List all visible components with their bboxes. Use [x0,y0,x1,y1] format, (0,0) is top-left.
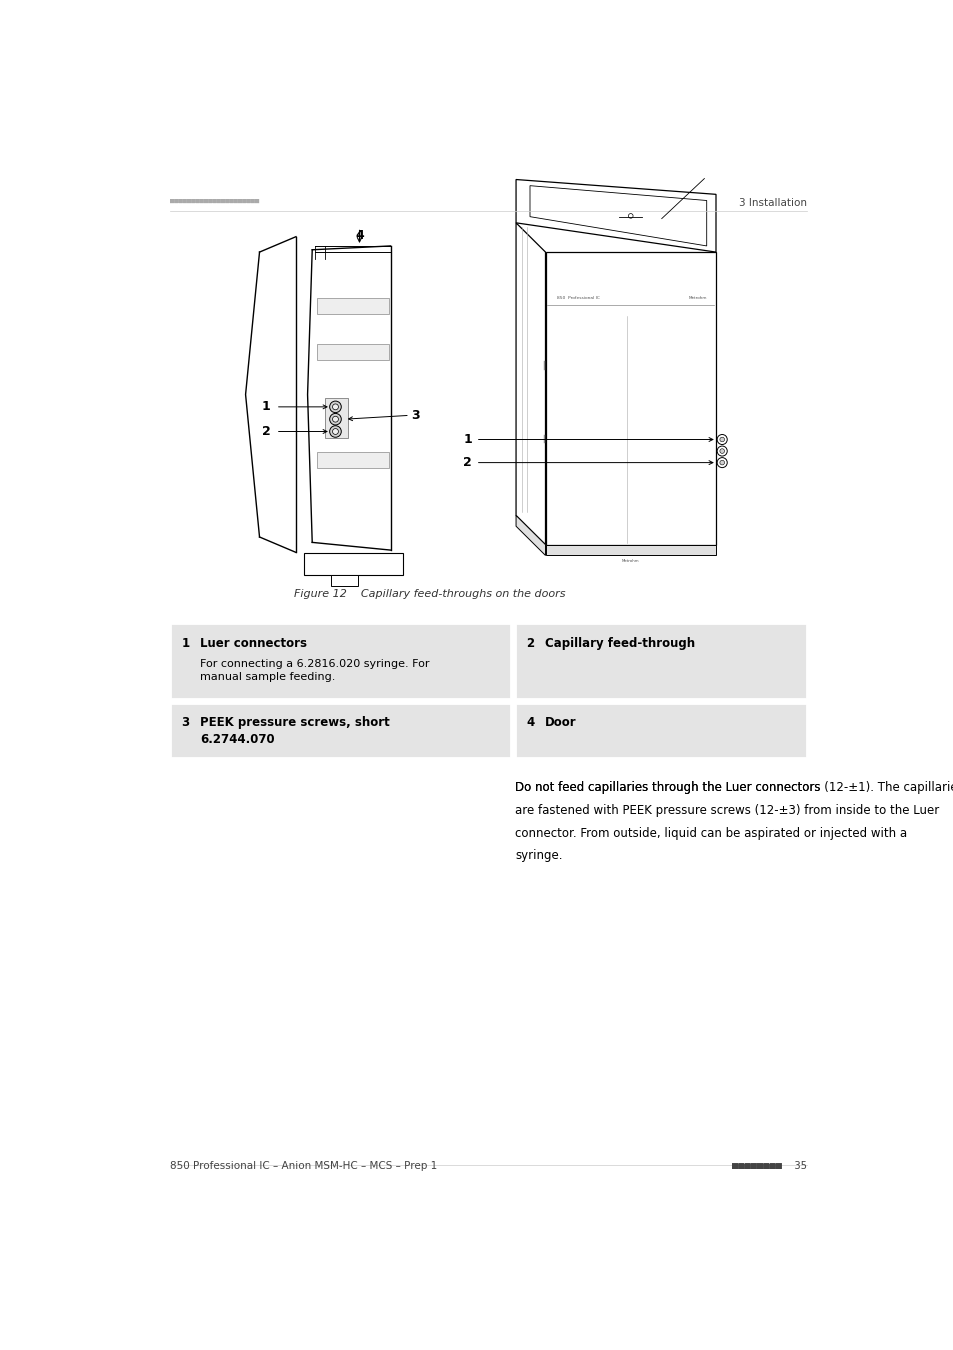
Circle shape [628,213,633,219]
Text: 2: 2 [261,425,270,437]
Circle shape [720,448,723,454]
Text: 4: 4 [525,717,534,729]
Text: 850 Professional IC – Anion MSM-HC – MCS – Prep 1: 850 Professional IC – Anion MSM-HC – MCS… [171,1161,437,1170]
Text: 4: 4 [355,230,363,242]
Bar [316,298,389,313]
Text: Luer connectors: Luer connectors [199,637,307,651]
Bar [316,344,389,360]
Circle shape [717,458,726,467]
Text: PEEK pressure screws, short
6.2744.070: PEEK pressure screws, short 6.2744.070 [199,717,389,747]
Circle shape [333,428,338,435]
Bar [331,575,357,586]
Text: 850  Professional IC: 850 Professional IC [557,296,599,300]
Text: Metrohm: Metrohm [621,559,639,563]
Bar [515,624,806,699]
Circle shape [333,404,338,410]
Circle shape [330,401,341,413]
Text: Metrohm: Metrohm [687,296,706,300]
Text: Do not feed capillaries through the Luer connectors (12-: Do not feed capillaries through the Luer… [515,782,847,794]
Circle shape [720,460,723,464]
Circle shape [717,435,726,444]
Text: ■■■■■■■■■■■■■■■■■■■■■: ■■■■■■■■■■■■■■■■■■■■■ [171,198,259,204]
Text: 2: 2 [525,637,534,651]
Bar [316,452,389,467]
Circle shape [720,437,723,441]
Bar [515,702,806,757]
Bar [545,252,716,544]
Text: are fastened with PEEK pressure screws (12-±3) from inside to the Luer: are fastened with PEEK pressure screws (… [515,803,939,817]
Circle shape [330,425,341,437]
Polygon shape [516,180,716,252]
Text: 3: 3 [181,717,190,729]
Bar [171,702,510,757]
Text: 3 Installation: 3 Installation [739,198,806,208]
Text: 3: 3 [411,409,419,421]
Text: Door: Door [544,717,576,729]
Polygon shape [516,516,545,555]
Text: 1: 1 [181,637,190,651]
Bar [171,624,510,699]
Text: Do not feed capillaries through the Luer connectors (12-±1). The capillaries: Do not feed capillaries through the Luer… [515,782,953,794]
Text: 1: 1 [462,433,472,446]
Bar [545,544,716,555]
Text: connector. From outside, liquid can be aspirated or injected with a: connector. From outside, liquid can be a… [515,826,906,840]
Polygon shape [530,186,706,246]
Circle shape [333,416,338,423]
Text: 1: 1 [261,401,270,413]
Text: For connecting a 6.2816.020 syringe. For
manual sample feeding.: For connecting a 6.2816.020 syringe. For… [199,659,429,682]
Bar [324,398,348,439]
Circle shape [330,413,341,425]
Bar [304,554,402,575]
Text: Figure 12    Capillary feed-throughs on the doors: Figure 12 Capillary feed-throughs on the… [294,589,565,598]
Circle shape [717,446,726,456]
Text: Do not feed capillaries through the Luer connectors: Do not feed capillaries through the Luer… [515,782,823,794]
Text: 2: 2 [462,456,472,468]
Text: syringe.: syringe. [515,849,562,863]
Polygon shape [516,223,545,544]
Text: Capillary feed-through: Capillary feed-through [544,637,694,651]
Text: ■■■■■■■■  35: ■■■■■■■■ 35 [732,1161,806,1170]
